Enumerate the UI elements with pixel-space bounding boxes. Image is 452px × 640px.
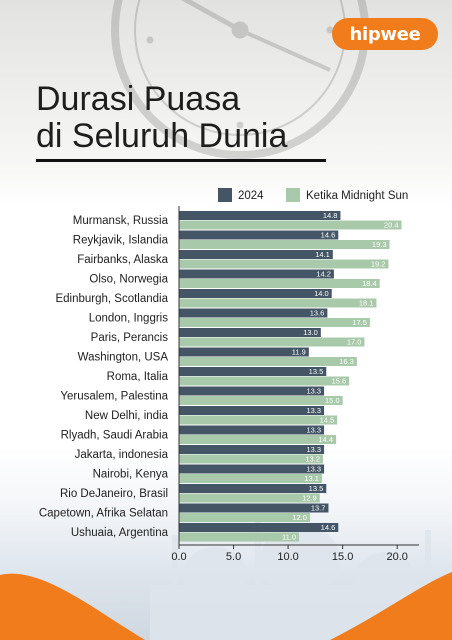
bar-1-10: [179, 416, 337, 425]
bar-1-6: [179, 338, 364, 347]
data-label-0-15: 13.7: [311, 504, 326, 513]
data-label-1-15: 12.0: [292, 513, 307, 522]
data-label-1-6: 17.0: [347, 338, 362, 347]
data-label-1-16: 11.0: [282, 533, 296, 542]
data-label-1-1: 19.3: [372, 240, 387, 249]
data-label-1-3: 18.4: [362, 279, 377, 288]
bar-0-10: [179, 406, 324, 415]
bar-0-5: [179, 309, 327, 318]
data-label-0-7: 11.9: [292, 348, 306, 357]
category-label-11: Rlyadh, Saudi Arabia: [61, 430, 169, 442]
data-label-0-5: 13.6: [310, 309, 325, 318]
bar-1-14: [179, 494, 320, 503]
legend-label-1: Ketika Midnight Sun: [306, 190, 408, 202]
data-label-0-14: 13.5: [309, 484, 324, 493]
data-label-1-14: 12.9: [302, 494, 317, 503]
bar-1-8: [179, 377, 349, 386]
category-label-7: Washington, USA: [78, 352, 169, 364]
bar-0-4: [179, 289, 332, 298]
bar-0-1: [179, 231, 338, 240]
data-label-0-13: 13.3: [306, 465, 321, 474]
legend-swatch-1: [286, 188, 300, 202]
bar-1-4: [179, 299, 376, 308]
data-label-0-12: 13.3: [306, 445, 321, 454]
data-label-0-3: 14.2: [316, 270, 331, 279]
bar-1-11: [179, 435, 336, 444]
bar-0-14: [179, 484, 326, 493]
category-label-0: Murmansk, Russia: [73, 215, 169, 227]
data-label-1-5: 17.5: [352, 318, 367, 327]
category-label-3: Olso, Norwegia: [89, 274, 168, 286]
data-label-0-16: 14.6: [321, 523, 336, 532]
bar-0-15: [179, 504, 328, 513]
data-label-0-10: 13.3: [306, 406, 321, 415]
data-label-0-11: 13.3: [306, 426, 321, 435]
bar-1-3: [179, 279, 380, 288]
x-tick-label-2: 10.0: [277, 551, 298, 563]
bar-1-2: [179, 260, 388, 269]
data-label-1-9: 15.0: [325, 396, 340, 405]
x-tick-label-1: 5.0: [226, 551, 241, 563]
data-label-0-6: 13.0: [303, 328, 318, 337]
x-tick-label-0: 0.0: [171, 551, 186, 563]
bar-0-8: [179, 367, 326, 376]
bar-1-13: [179, 474, 322, 483]
bar-1-7: [179, 357, 357, 366]
data-label-1-13: 13.1: [304, 474, 319, 483]
category-label-10: New Delhi, india: [85, 410, 169, 422]
category-label-12: Jakarta, indonesia: [75, 449, 169, 461]
data-label-1-0: 20.4: [384, 221, 399, 230]
category-label-16: Ushuaia, Argentina: [71, 527, 169, 539]
data-label-1-4: 18.1: [359, 299, 374, 308]
data-label-0-8: 13.5: [309, 367, 324, 376]
category-label-6: Paris, Perancis: [91, 332, 169, 344]
data-label-1-11: 14.4: [318, 435, 333, 444]
bar-0-0: [179, 211, 340, 220]
data-label-0-4: 14.0: [314, 289, 329, 298]
bar-0-13: [179, 465, 324, 474]
data-label-1-12: 13.2: [305, 455, 320, 464]
data-label-1-7: 16.3: [339, 357, 354, 366]
category-label-2: Fairbanks, Alaska: [77, 254, 168, 266]
bar-1-9: [179, 396, 343, 405]
bar-1-1: [179, 240, 390, 249]
bar-1-15: [179, 513, 310, 522]
data-label-0-9: 13.3: [306, 387, 321, 396]
bar-0-6: [179, 328, 321, 337]
data-label-0-2: 14.1: [315, 250, 330, 259]
data-label-1-2: 19.2: [371, 260, 386, 269]
category-label-14: Rio DeJaneiro, Brasil: [60, 488, 168, 500]
bar-1-0: [179, 221, 402, 230]
bar-0-12: [179, 445, 324, 454]
bar-0-9: [179, 387, 324, 396]
bar-1-12: [179, 455, 323, 464]
category-label-1: Reykjavik, Islandia: [73, 235, 169, 247]
category-label-9: Yerusalem, Palestina: [60, 391, 168, 403]
bar-0-2: [179, 250, 333, 259]
bar-1-5: [179, 318, 370, 327]
data-label-0-1: 14.6: [321, 231, 336, 240]
bar-0-3: [179, 270, 334, 279]
data-label-0-0: 14.8: [323, 211, 338, 220]
legend-swatch-0: [218, 188, 232, 202]
data-label-1-8: 15.6: [332, 377, 347, 386]
category-label-8: Roma, Italia: [107, 371, 169, 383]
x-tick-label-3: 15.0: [332, 551, 353, 563]
bar-0-16: [179, 523, 338, 532]
legend-label-0: 2024: [238, 190, 264, 202]
category-label-5: London, Inggris: [89, 313, 169, 325]
x-tick-label-4: 20.0: [386, 551, 407, 563]
data-label-1-10: 14.5: [320, 416, 335, 425]
bar-0-7: [179, 348, 309, 357]
category-label-15: Capetown, Afrika Selatan: [39, 508, 168, 520]
category-label-4: Edinburgh, Scotlandia: [55, 293, 168, 305]
bar-0-11: [179, 426, 324, 435]
category-label-13: Nairobi, Kenya: [93, 469, 169, 481]
